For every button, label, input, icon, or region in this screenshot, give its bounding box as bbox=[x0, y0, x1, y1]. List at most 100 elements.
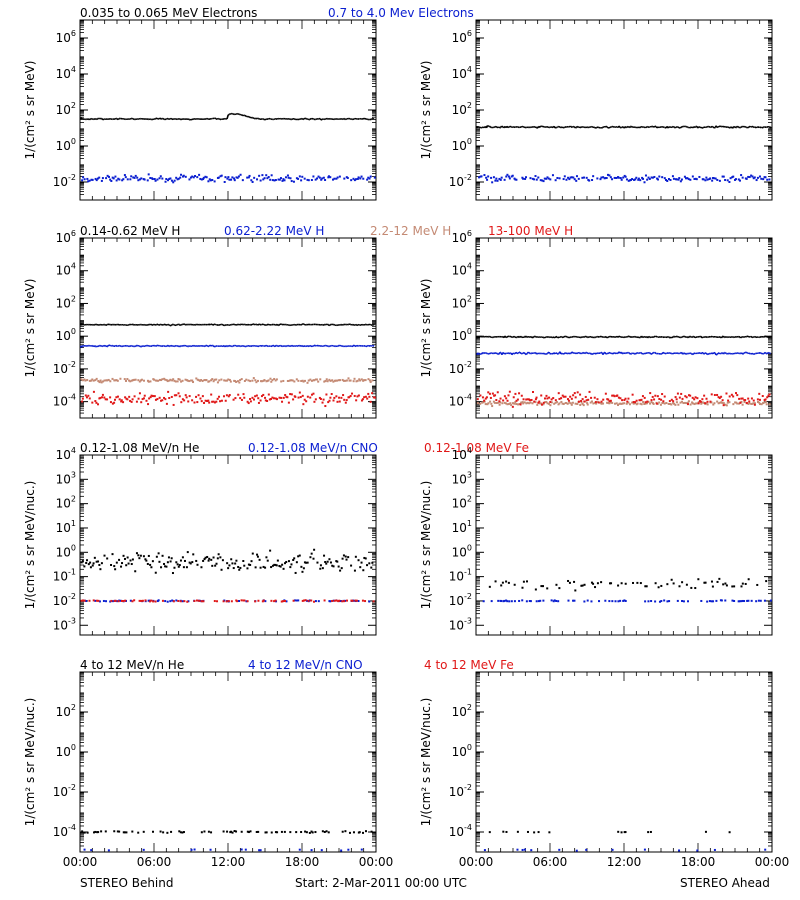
data-point bbox=[499, 397, 502, 400]
data-point bbox=[480, 175, 483, 178]
data-point bbox=[698, 175, 701, 178]
data-point bbox=[696, 335, 699, 338]
data-point bbox=[540, 403, 543, 406]
data-point bbox=[329, 176, 332, 179]
data-point bbox=[111, 377, 114, 380]
data-point bbox=[714, 177, 717, 180]
data-point bbox=[589, 352, 593, 355]
y-tick-label: 101 bbox=[452, 519, 472, 535]
data-point bbox=[740, 600, 743, 603]
data-point bbox=[371, 323, 375, 326]
data-point bbox=[573, 599, 576, 602]
data-point bbox=[641, 395, 644, 398]
y-axis-label: 1/(cm² s sr MeV) bbox=[419, 61, 433, 160]
data-point bbox=[287, 176, 290, 179]
data-point bbox=[616, 394, 619, 397]
data-point bbox=[508, 125, 511, 128]
data-point bbox=[207, 399, 210, 402]
data-point bbox=[142, 397, 145, 400]
data-point bbox=[542, 401, 545, 404]
data-point bbox=[287, 560, 290, 563]
data-point bbox=[369, 323, 372, 326]
data-point bbox=[705, 335, 708, 339]
data-point bbox=[568, 401, 571, 404]
data-point bbox=[345, 118, 348, 121]
data-point bbox=[235, 830, 238, 833]
data-point bbox=[190, 848, 193, 851]
data-point bbox=[139, 554, 142, 557]
data-point bbox=[628, 335, 631, 338]
data-point bbox=[736, 402, 739, 405]
data-point bbox=[567, 399, 570, 402]
data-point bbox=[109, 396, 112, 399]
data-point bbox=[282, 379, 285, 382]
data-point bbox=[158, 560, 161, 563]
data-point bbox=[126, 344, 128, 347]
data-point bbox=[584, 126, 586, 129]
data-point bbox=[361, 398, 364, 401]
data-point bbox=[602, 398, 605, 401]
data-point bbox=[691, 336, 694, 339]
data-point bbox=[166, 600, 169, 603]
data-point bbox=[610, 582, 613, 585]
data-point bbox=[353, 569, 356, 572]
data-point bbox=[582, 336, 585, 339]
data-point bbox=[521, 599, 524, 602]
data-point bbox=[283, 600, 286, 603]
data-point bbox=[222, 600, 225, 603]
data-point bbox=[476, 398, 479, 401]
data-point bbox=[650, 401, 653, 404]
data-point bbox=[618, 125, 621, 128]
data-point bbox=[650, 399, 653, 402]
data-point bbox=[523, 401, 526, 404]
data-point bbox=[731, 585, 734, 588]
data-point bbox=[86, 559, 89, 562]
data-point bbox=[524, 177, 527, 180]
data-point bbox=[625, 402, 628, 405]
data-point bbox=[82, 599, 85, 602]
data-point bbox=[674, 126, 677, 129]
data-point bbox=[84, 394, 87, 397]
data-point bbox=[227, 324, 230, 326]
data-point bbox=[212, 556, 215, 559]
data-point bbox=[631, 401, 634, 404]
data-point bbox=[267, 393, 270, 396]
data-point bbox=[161, 599, 164, 602]
data-point bbox=[658, 397, 661, 400]
data-point bbox=[282, 567, 285, 570]
data-point bbox=[718, 179, 721, 182]
row-title-3-0: 4 to 12 MeV/n He bbox=[80, 658, 184, 672]
data-point bbox=[182, 323, 185, 326]
data-point bbox=[130, 175, 133, 178]
data-point bbox=[353, 599, 356, 602]
data-point bbox=[227, 395, 230, 398]
data-point bbox=[133, 176, 136, 179]
data-point bbox=[341, 118, 344, 121]
data-point bbox=[526, 398, 529, 401]
data-point bbox=[244, 848, 247, 851]
data-point bbox=[554, 179, 557, 182]
data-point bbox=[355, 178, 358, 181]
data-point bbox=[532, 125, 535, 128]
data-point bbox=[191, 323, 193, 326]
data-point bbox=[243, 599, 246, 602]
data-point bbox=[81, 179, 84, 182]
data-point bbox=[535, 600, 538, 603]
data-point bbox=[753, 126, 756, 129]
data-point bbox=[88, 397, 91, 400]
data-point bbox=[619, 599, 622, 602]
data-point bbox=[216, 117, 219, 120]
row-title-0-1: 0.7 to 4.0 Mev Electrons bbox=[328, 6, 474, 20]
data-point bbox=[317, 175, 320, 178]
data-point bbox=[124, 396, 127, 399]
data-point bbox=[288, 324, 290, 327]
data-point bbox=[209, 344, 212, 347]
data-point bbox=[284, 345, 287, 348]
data-point bbox=[640, 403, 643, 406]
data-point bbox=[338, 396, 341, 399]
data-point bbox=[207, 559, 210, 562]
data-point bbox=[252, 398, 255, 401]
data-point bbox=[684, 335, 687, 339]
data-point bbox=[238, 344, 241, 347]
data-point bbox=[108, 175, 111, 178]
